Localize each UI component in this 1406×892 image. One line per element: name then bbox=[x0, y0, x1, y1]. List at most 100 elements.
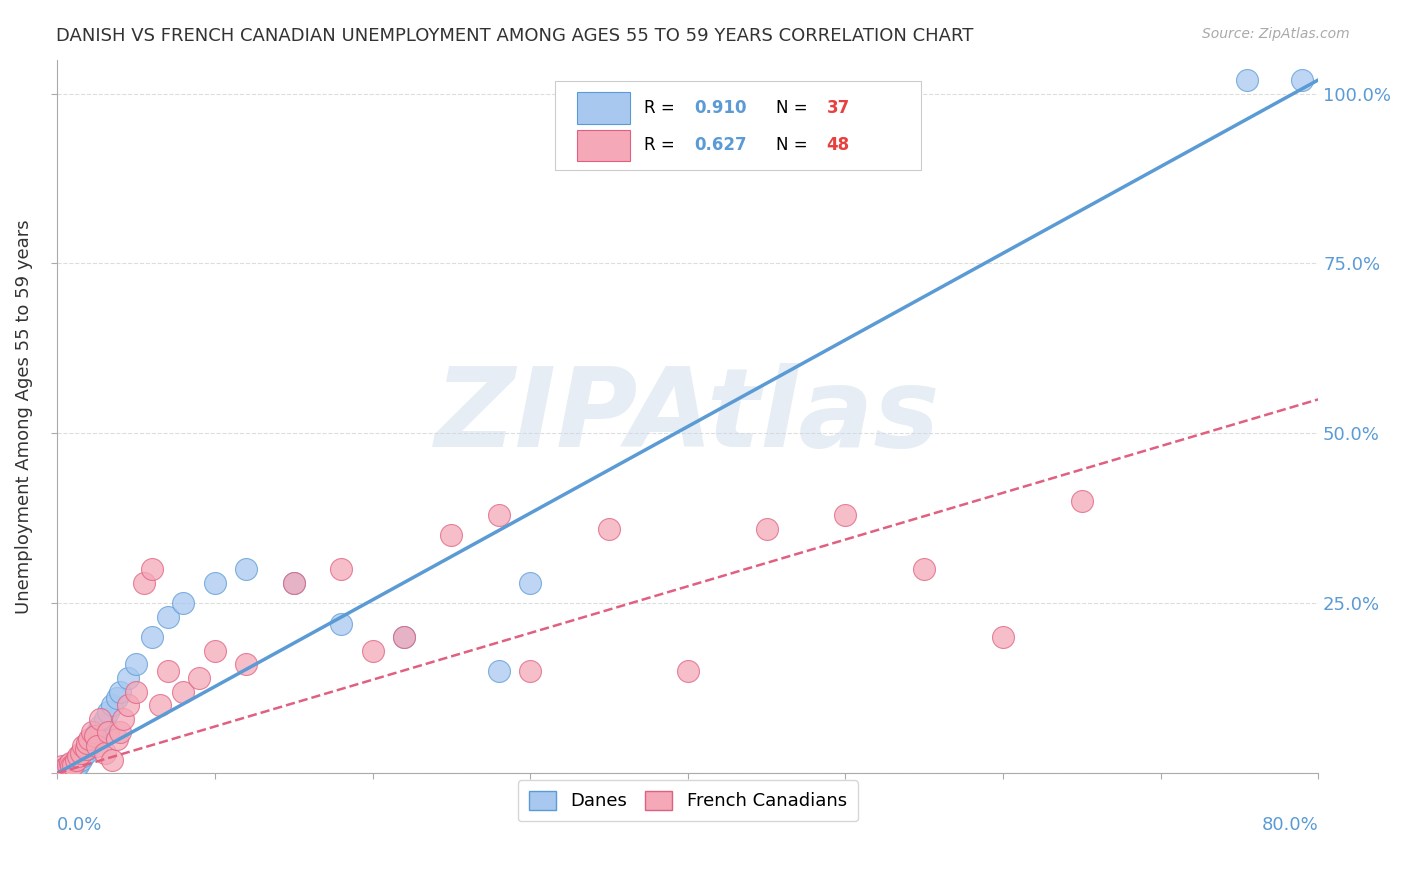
Point bbox=[59, 759, 82, 773]
Legend: Danes, French Canadians: Danes, French Canadians bbox=[517, 780, 858, 822]
Point bbox=[46, 763, 69, 777]
Point bbox=[72, 749, 94, 764]
Point bbox=[86, 739, 108, 753]
Point bbox=[235, 657, 257, 672]
Point bbox=[60, 762, 83, 776]
Text: 0.910: 0.910 bbox=[695, 99, 747, 117]
FancyBboxPatch shape bbox=[555, 81, 921, 170]
Point bbox=[110, 684, 132, 698]
Point bbox=[89, 718, 111, 732]
Point bbox=[84, 729, 107, 743]
Point bbox=[188, 671, 211, 685]
Point bbox=[204, 644, 226, 658]
Point bbox=[141, 562, 163, 576]
Point bbox=[125, 657, 148, 672]
Point bbox=[105, 691, 128, 706]
Point bbox=[755, 522, 778, 536]
Point bbox=[101, 698, 124, 713]
Point bbox=[58, 758, 80, 772]
Point bbox=[58, 763, 80, 777]
Point bbox=[101, 753, 124, 767]
Point bbox=[70, 753, 93, 767]
Point bbox=[65, 753, 87, 767]
Point bbox=[65, 759, 87, 773]
Point bbox=[172, 596, 194, 610]
Point bbox=[156, 610, 179, 624]
Point bbox=[834, 508, 856, 522]
Point bbox=[72, 739, 94, 753]
Point bbox=[66, 758, 89, 772]
Point bbox=[204, 575, 226, 590]
Text: 0.0%: 0.0% bbox=[58, 816, 103, 834]
Point bbox=[598, 522, 620, 536]
Point bbox=[912, 562, 935, 576]
Point bbox=[77, 739, 100, 753]
Point bbox=[235, 562, 257, 576]
Text: 48: 48 bbox=[827, 136, 849, 154]
Point bbox=[676, 665, 699, 679]
Point bbox=[1070, 494, 1092, 508]
Text: R =: R = bbox=[644, 136, 679, 154]
Point bbox=[97, 705, 120, 719]
Point bbox=[80, 732, 103, 747]
Point bbox=[1236, 73, 1258, 87]
Text: 37: 37 bbox=[827, 99, 849, 117]
Text: N =: N = bbox=[776, 136, 813, 154]
Point bbox=[51, 759, 73, 773]
Text: 0.627: 0.627 bbox=[695, 136, 747, 154]
Text: R =: R = bbox=[644, 99, 679, 117]
Point bbox=[70, 746, 93, 760]
Point bbox=[105, 732, 128, 747]
Text: 80.0%: 80.0% bbox=[1261, 816, 1319, 834]
Point bbox=[132, 575, 155, 590]
Text: DANISH VS FRENCH CANADIAN UNEMPLOYMENT AMONG AGES 55 TO 59 YEARS CORRELATION CHA: DANISH VS FRENCH CANADIAN UNEMPLOYMENT A… bbox=[56, 27, 973, 45]
Point bbox=[77, 732, 100, 747]
Point bbox=[93, 746, 115, 760]
FancyBboxPatch shape bbox=[576, 93, 630, 124]
Point bbox=[330, 616, 353, 631]
Point bbox=[1291, 73, 1313, 87]
Point bbox=[283, 575, 305, 590]
Point bbox=[519, 575, 541, 590]
Point bbox=[80, 725, 103, 739]
Point bbox=[440, 528, 463, 542]
Point bbox=[59, 756, 82, 770]
Point bbox=[62, 756, 84, 770]
Point bbox=[112, 712, 135, 726]
Point bbox=[53, 761, 76, 775]
Point bbox=[361, 644, 384, 658]
Text: Source: ZipAtlas.com: Source: ZipAtlas.com bbox=[1202, 27, 1350, 41]
Text: ZIPAtlas: ZIPAtlas bbox=[434, 363, 941, 470]
Point bbox=[117, 698, 139, 713]
Point bbox=[76, 736, 98, 750]
Point bbox=[76, 742, 98, 756]
Point bbox=[125, 684, 148, 698]
Point bbox=[156, 665, 179, 679]
Text: N =: N = bbox=[776, 99, 813, 117]
Point bbox=[93, 712, 115, 726]
Point bbox=[46, 763, 69, 777]
Point bbox=[991, 630, 1014, 644]
Point bbox=[110, 725, 132, 739]
Point bbox=[60, 759, 83, 773]
FancyBboxPatch shape bbox=[576, 129, 630, 161]
Point bbox=[62, 758, 84, 772]
Point bbox=[283, 575, 305, 590]
Point bbox=[488, 508, 510, 522]
Point bbox=[392, 630, 415, 644]
Point bbox=[84, 729, 107, 743]
Point bbox=[53, 761, 76, 775]
Point bbox=[66, 749, 89, 764]
Point bbox=[488, 665, 510, 679]
Point bbox=[75, 746, 97, 760]
Point bbox=[519, 665, 541, 679]
Point bbox=[330, 562, 353, 576]
Point bbox=[89, 712, 111, 726]
Point bbox=[117, 671, 139, 685]
Point bbox=[51, 764, 73, 779]
Point bbox=[97, 725, 120, 739]
Point bbox=[392, 630, 415, 644]
Point bbox=[172, 684, 194, 698]
Point bbox=[86, 725, 108, 739]
Point bbox=[149, 698, 172, 713]
